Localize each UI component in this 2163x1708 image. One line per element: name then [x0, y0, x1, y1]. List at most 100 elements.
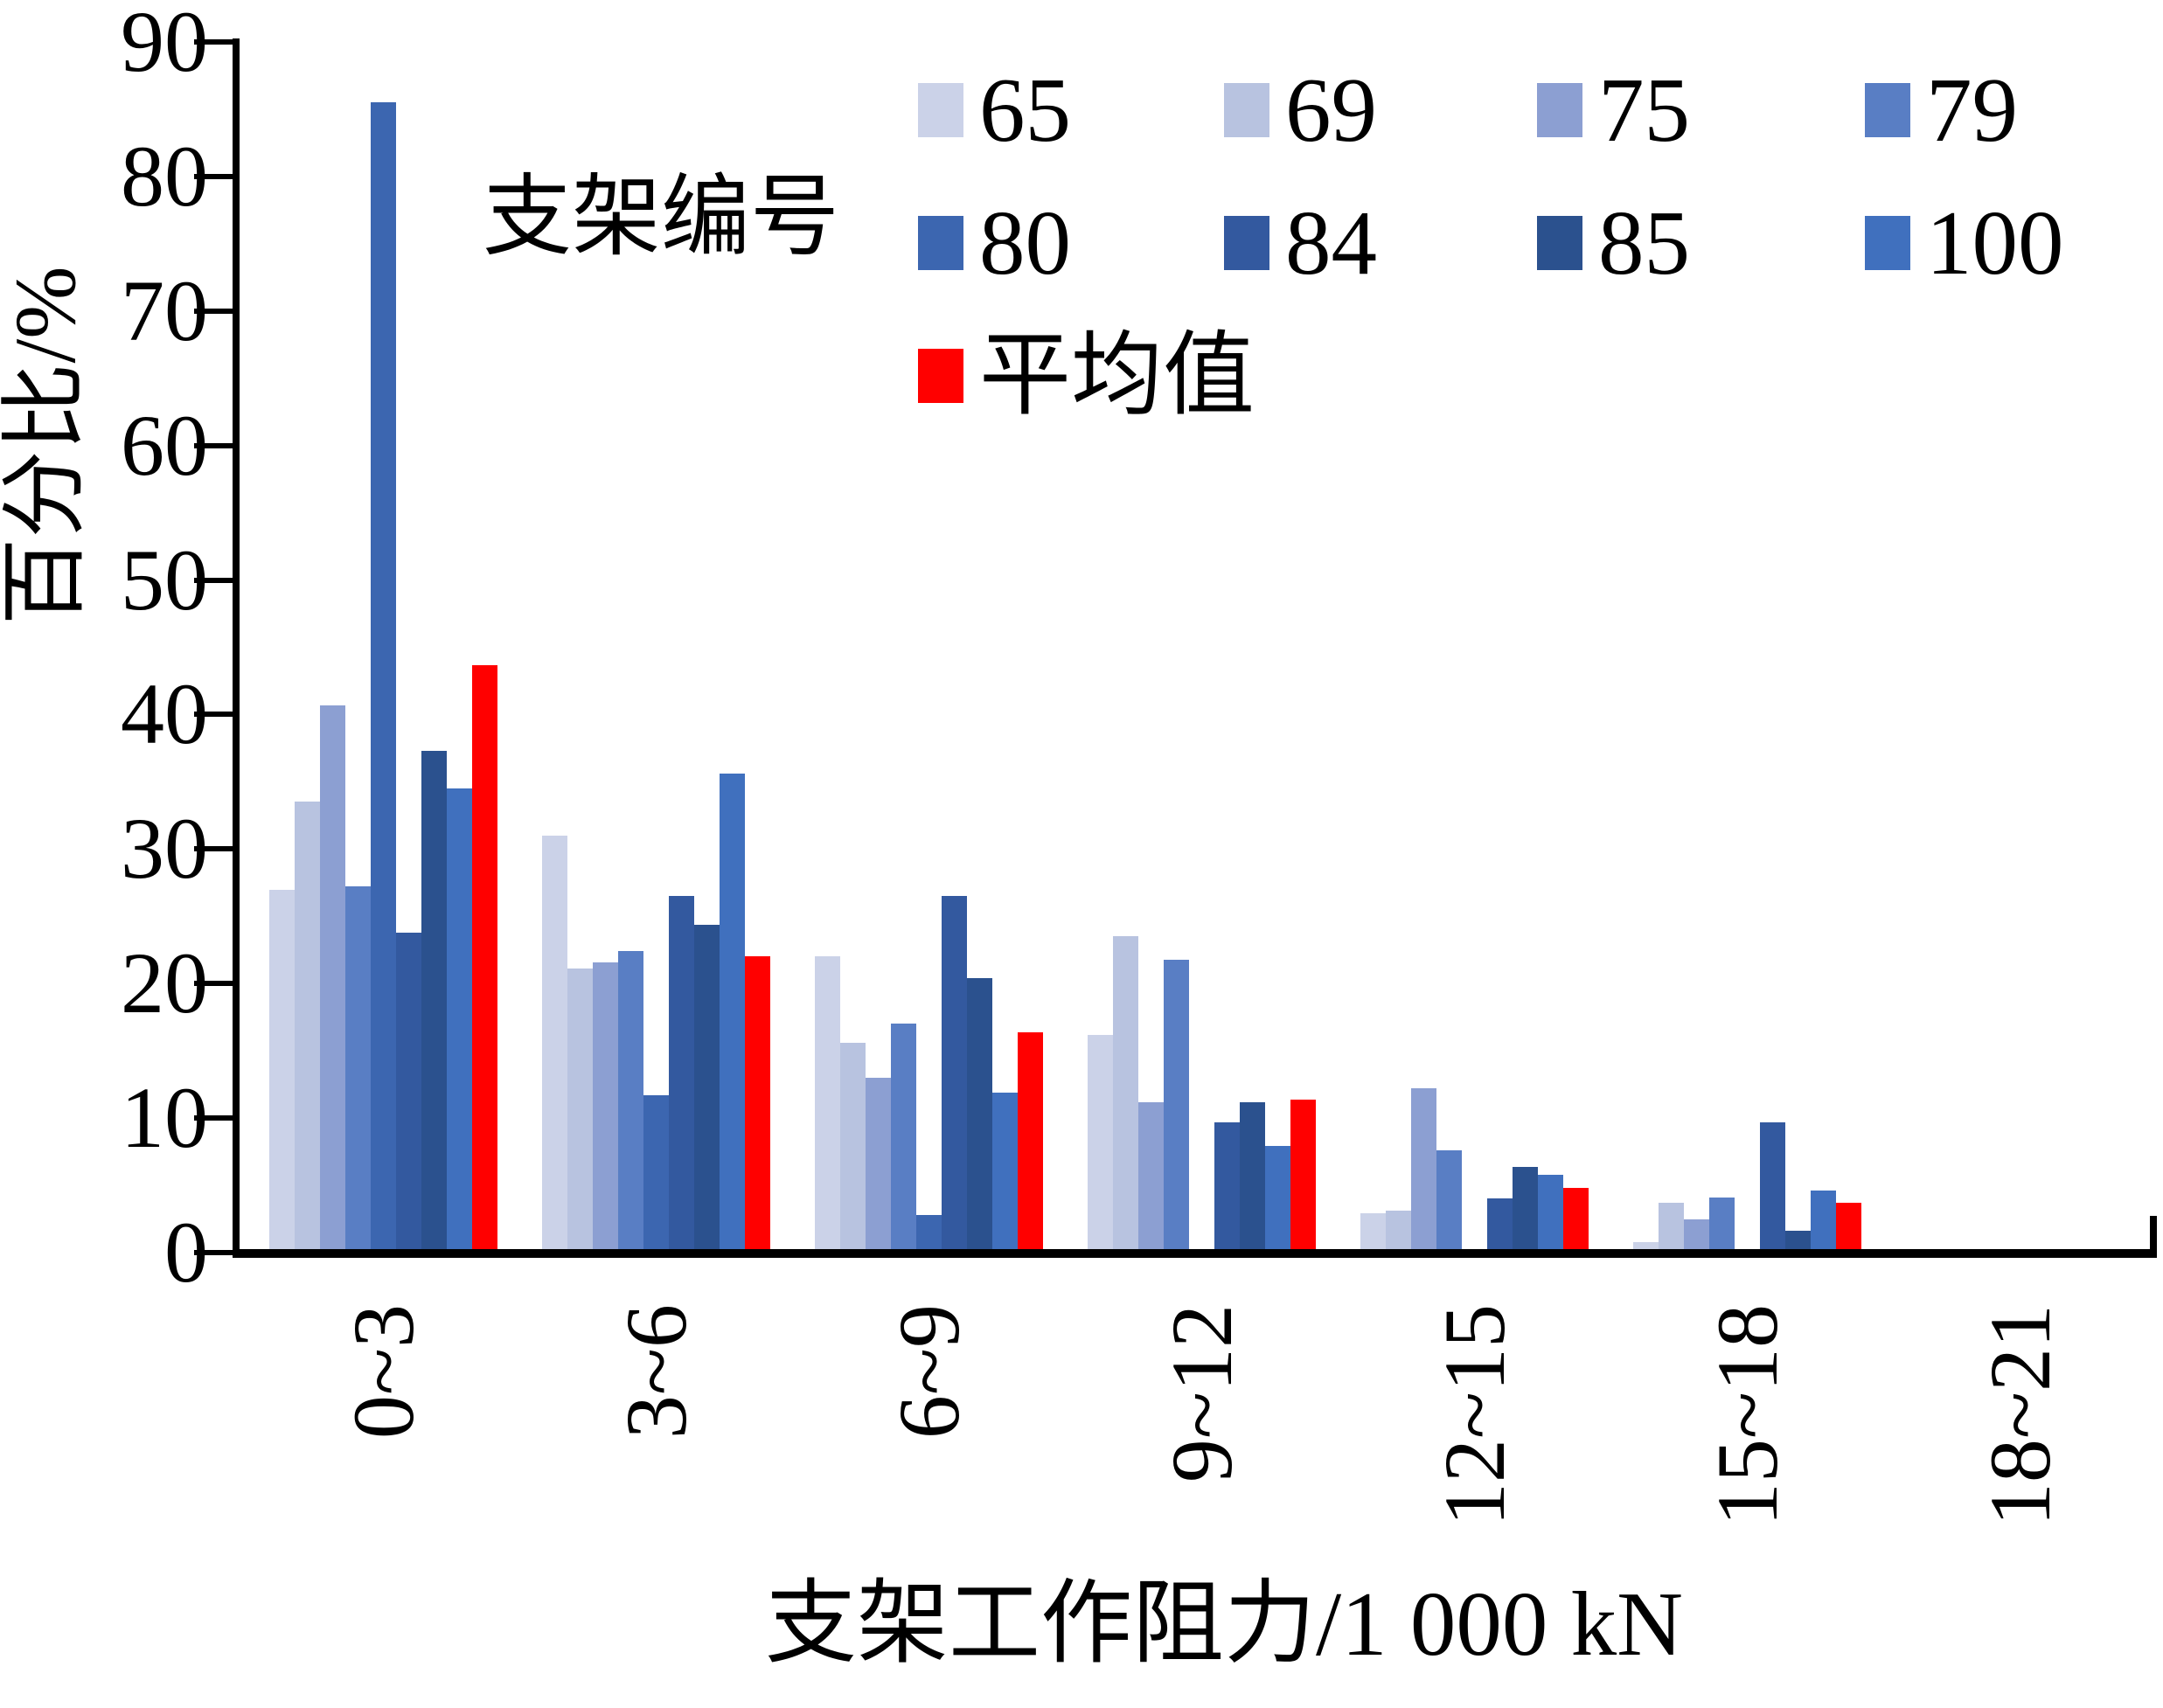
bar-85-6~9: [967, 978, 992, 1253]
x-tick-label-18~21: 18~21: [1971, 1304, 2069, 1527]
bar-100-3~6: [720, 774, 745, 1253]
bar-65-3~6: [542, 835, 567, 1253]
legend-swatch-75: [1537, 83, 1582, 137]
legend-label-100: 100: [1926, 191, 2064, 294]
bar-79-12~15: [1436, 1150, 1462, 1253]
bar-65-12~15: [1360, 1213, 1386, 1253]
y-axis-line: [233, 38, 240, 1258]
x-tick-label-12~15: 12~15: [1425, 1304, 1523, 1527]
legend-swatch-84: [1224, 216, 1269, 270]
legend-label-80: 80: [979, 191, 1071, 294]
bar-69-12~15: [1386, 1211, 1411, 1253]
bar-100-0~3: [447, 788, 472, 1253]
bar-69-0~3: [295, 802, 320, 1253]
bar-69-9~12: [1113, 936, 1138, 1253]
legend-swatch-80: [918, 216, 963, 270]
y-tick-40: [194, 712, 233, 718]
bar-平均值-0~3: [472, 664, 497, 1253]
y-tick-10: [194, 1115, 233, 1121]
x-tick-label-9~12: 9~12: [1152, 1304, 1250, 1483]
bar-65-0~3: [269, 889, 295, 1253]
bar-平均值-9~12: [1290, 1099, 1316, 1253]
bar-75-3~6: [593, 962, 618, 1253]
legend-swatch-平均值: [918, 349, 963, 403]
y-tick-label-80: 80: [121, 127, 208, 225]
y-tick-label-30: 30: [121, 800, 208, 898]
y-tick-20: [194, 981, 233, 987]
bar-75-0~3: [320, 705, 345, 1253]
y-tick-label-60: 60: [121, 396, 208, 494]
y-tick-80: [194, 173, 233, 179]
bar-100-12~15: [1538, 1174, 1563, 1253]
bar-79-6~9: [891, 1024, 916, 1253]
legend-label-65: 65: [979, 59, 1071, 161]
bar-69-3~6: [567, 969, 593, 1253]
bar-69-6~9: [840, 1042, 866, 1253]
x-tick-label-3~6: 3~6: [607, 1304, 705, 1440]
bar-平均值-6~9: [1018, 1031, 1043, 1253]
y-tick-label-50: 50: [121, 531, 208, 628]
bar-85-15~18: [1785, 1231, 1811, 1253]
y-tick-70: [194, 308, 233, 314]
legend-label-85: 85: [1598, 191, 1690, 294]
y-tick-60: [194, 442, 233, 448]
y-tick-0: [194, 1250, 233, 1255]
bar-85-9~12: [1240, 1101, 1265, 1253]
x-tick-label-6~9: 6~9: [880, 1304, 977, 1440]
bar-84-9~12: [1214, 1121, 1240, 1253]
bar-75-12~15: [1411, 1088, 1436, 1253]
legend-label-84: 84: [1285, 191, 1377, 294]
bar-84-12~15: [1487, 1198, 1513, 1253]
x-axis-end-tick: [2150, 1216, 2157, 1251]
y-tick-label-20: 20: [121, 934, 208, 1032]
legend-swatch-100: [1865, 216, 1910, 270]
y-tick-90: [194, 39, 233, 45]
bar-75-15~18: [1684, 1219, 1709, 1253]
y-tick-50: [194, 577, 233, 583]
legend-swatch-79: [1865, 83, 1910, 137]
bar-65-9~12: [1088, 1034, 1113, 1253]
legend-swatch-65: [918, 83, 963, 137]
x-axis-line: [233, 1249, 2157, 1258]
y-tick-label-10: 10: [121, 1069, 208, 1167]
bar-84-3~6: [669, 896, 694, 1253]
bar-75-9~12: [1138, 1101, 1164, 1253]
bar-平均值-15~18: [1836, 1203, 1861, 1253]
bar-80-0~3: [371, 102, 396, 1253]
y-tick-label-90: 90: [121, 0, 208, 90]
bar-85-12~15: [1513, 1166, 1538, 1253]
bar-79-0~3: [345, 886, 371, 1253]
bar-69-15~18: [1659, 1203, 1684, 1253]
legend-swatch-69: [1224, 83, 1269, 137]
y-tick-30: [194, 846, 233, 852]
legend-label-平均值: 平均值: [979, 324, 1255, 427]
bar-100-6~9: [992, 1092, 1018, 1253]
bar-80-3~6: [643, 1094, 669, 1253]
x-tick-label-0~3: 0~3: [334, 1304, 432, 1440]
bar-平均值-3~6: [745, 956, 770, 1253]
x-tick-label-15~18: 15~18: [1698, 1304, 1796, 1527]
bar-85-0~3: [421, 750, 447, 1253]
bar-79-3~6: [618, 951, 643, 1253]
bar-84-15~18: [1760, 1121, 1785, 1253]
bar-79-9~12: [1164, 959, 1189, 1253]
legend-label-69: 69: [1285, 59, 1377, 161]
legend-title: 支架编号: [483, 169, 839, 267]
bar-65-6~9: [815, 956, 840, 1253]
x-axis-title: 支架工作阻力/1 000 kN: [764, 1573, 1683, 1675]
y-tick-label-40: 40: [121, 665, 208, 763]
bar-84-0~3: [396, 932, 421, 1253]
bar-84-6~9: [942, 896, 967, 1253]
legend-swatch-85: [1537, 216, 1582, 270]
bar-79-15~18: [1709, 1197, 1735, 1253]
bar-100-15~18: [1811, 1191, 1836, 1253]
legend-label-79: 79: [1926, 59, 2018, 161]
bar-100-9~12: [1265, 1146, 1290, 1253]
y-tick-label-0: 0: [164, 1204, 208, 1301]
legend-label-75: 75: [1598, 59, 1690, 161]
bar-平均值-12~15: [1563, 1188, 1589, 1253]
bar-75-6~9: [866, 1077, 891, 1253]
bar-80-6~9: [916, 1214, 942, 1253]
y-tick-label-70: 70: [121, 261, 208, 359]
